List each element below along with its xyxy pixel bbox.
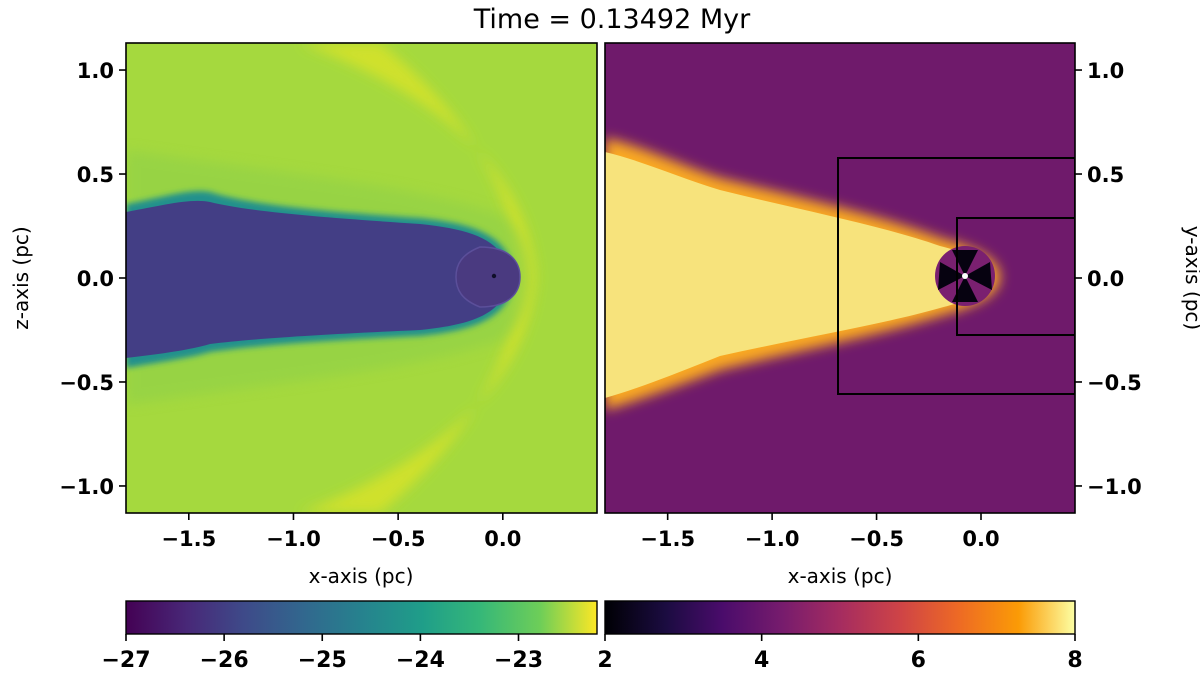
colorbar-tick-label: 4 <box>754 648 769 673</box>
y-tick-label: 0.5 <box>1087 163 1124 187</box>
y-tick-label: 1.0 <box>77 59 114 83</box>
x-tick-label: −1.0 <box>745 527 800 551</box>
y-tick-label: 0.0 <box>77 267 114 291</box>
right-colorbar-gradient <box>604 600 1076 635</box>
right-colorbar: 2 4 6 8 <box>597 600 1083 673</box>
x-tick-label: −0.5 <box>371 527 426 551</box>
colorbar-tick-label: −23 <box>494 648 543 673</box>
y-tick-label: 1.0 <box>1087 59 1124 83</box>
zoom-box-inner <box>956 217 1075 336</box>
colorbar-tick-label: −27 <box>101 648 150 673</box>
left-y-label: z-axis (pc) <box>9 226 33 329</box>
y-tick-label: −1.0 <box>59 475 114 499</box>
x-tick-label: −1.5 <box>640 527 695 551</box>
y-tick-label: 0.5 <box>77 163 114 187</box>
colorbar-tick-label: −25 <box>298 648 347 673</box>
right-x-ticks: −1.5 −1.0 −0.5 0.0 <box>640 513 1000 551</box>
y-tick-label: −1.0 <box>1087 475 1142 499</box>
left-colorbar-ticks: −27 −26 −25 −24 −23 <box>101 634 543 673</box>
right-y-ticks: 1.0 0.5 0.0 −0.5 −1.0 <box>1075 59 1142 499</box>
left-colorbar: −27 −26 −25 −24 −23 <box>101 600 598 673</box>
left-colorbar-gradient <box>125 600 598 635</box>
figure-title: Time = 0.13492 Myr <box>473 4 751 35</box>
right-y-label: y-axis (pc) <box>1181 226 1200 330</box>
y-tick-label: −0.5 <box>59 371 114 395</box>
colorbar-tick-label: 8 <box>1067 648 1082 673</box>
y-tick-label: −0.5 <box>1087 371 1142 395</box>
colorbar-tick-label: 6 <box>911 648 926 673</box>
right-colorbar-ticks: 2 4 6 8 <box>597 634 1083 673</box>
left-x-ticks: −1.5 −1.0 −0.5 0.0 <box>161 513 521 551</box>
left-star-marker <box>491 273 497 279</box>
colorbar-tick-label: −26 <box>200 648 249 673</box>
x-tick-label: −0.5 <box>849 527 904 551</box>
colorbar-tick-label: 2 <box>597 648 612 673</box>
x-tick-label: 0.0 <box>962 527 999 551</box>
left-x-label: x-axis (pc) <box>309 564 414 588</box>
left-tail <box>126 200 510 358</box>
y-tick-label: 0.0 <box>1087 267 1124 291</box>
x-tick-label: −1.5 <box>161 527 216 551</box>
left-panel: −1.5 −1.0 −0.5 0.0 1.0 0.5 0.0 −0.5 −1.0 x-axis… <box>9 42 598 588</box>
x-tick-label: 0.0 <box>484 527 521 551</box>
right-panel: −1.5 −1.0 −0.5 0.0 1.0 0.5 0.0 −0.5 −1.0 x-axis… <box>604 42 1200 588</box>
right-x-label: x-axis (pc) <box>788 564 893 588</box>
zoom-box-outer <box>837 157 1075 395</box>
left-bubble <box>455 246 521 308</box>
right-tail <box>605 152 992 398</box>
x-tick-label: −1.0 <box>266 527 321 551</box>
right-star-marker <box>962 273 968 279</box>
colorbar-tick-label: −24 <box>396 648 445 673</box>
left-y-ticks: 1.0 0.5 0.0 −0.5 −1.0 <box>59 59 126 499</box>
